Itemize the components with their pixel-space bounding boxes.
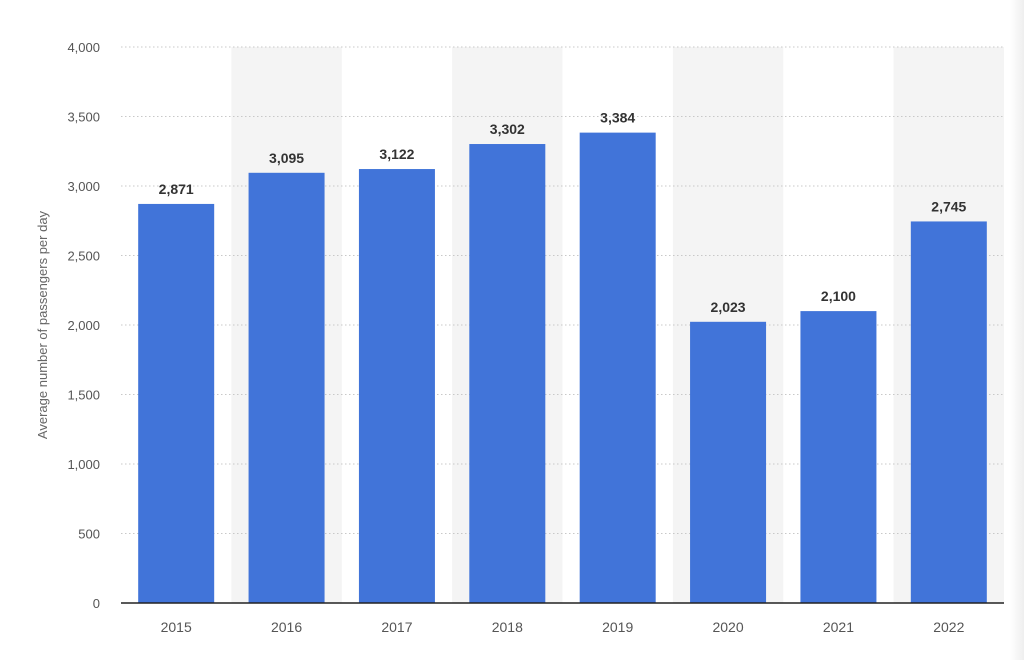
value-label-2021: 2,100 (821, 288, 856, 304)
y-tick-label: 500 (78, 527, 100, 542)
y-axis-title: Average number of passengers per day (35, 210, 50, 439)
bar-2015 (138, 203, 215, 603)
gridlines (121, 46, 1004, 534)
y-tick-label: 3,500 (67, 110, 100, 125)
y-axis-ticks: 0 500 1,000 1,500 2,000 2,500 3,000 3,500 4,000 (67, 40, 100, 611)
bar-2019 (579, 132, 656, 603)
value-label-2019: 3,384 (600, 110, 635, 126)
value-labels: 2,871 3,095 3,122 3,302 3,384 2,023 2,100 2,745 (159, 110, 967, 315)
y-tick-label: 1,500 (67, 388, 100, 403)
y-tick-label: 2,000 (67, 318, 100, 333)
x-tick-label-2020: 2020 (712, 619, 743, 635)
y-tick-label: 4,000 (67, 40, 100, 55)
value-label-2016: 3,095 (269, 150, 304, 166)
y-tick-label: 2,500 (67, 249, 100, 264)
x-tick-label-2022: 2022 (933, 619, 964, 635)
bar-2016 (248, 172, 325, 604)
value-label-2017: 3,122 (379, 146, 414, 162)
bar-2022 (910, 221, 987, 603)
x-tick-label-2021: 2021 (823, 619, 854, 635)
x-tick-label-2015: 2015 (161, 619, 192, 635)
x-axis-ticks: 2015 2016 2017 2018 2019 2020 2021 2022 (161, 619, 965, 635)
x-tick-label-2016: 2016 (271, 619, 302, 635)
y-tick-label: 3,000 (67, 179, 100, 194)
right-edge-shadow (1010, 0, 1024, 660)
value-label-2015: 2,871 (159, 181, 194, 197)
bar-2017 (358, 169, 435, 604)
y-tick-label: 0 (93, 596, 100, 611)
x-tick-label-2019: 2019 (602, 619, 633, 635)
y-tick-label: 1,000 (67, 457, 100, 472)
x-tick-label-2017: 2017 (381, 619, 412, 635)
bar-2021 (800, 311, 877, 603)
value-label-2020: 2,023 (711, 299, 746, 315)
bar-2020 (690, 321, 767, 603)
bars (138, 132, 987, 604)
value-label-2022: 2,745 (931, 198, 966, 214)
x-tick-label-2018: 2018 (492, 619, 523, 635)
bar-2018 (469, 144, 546, 603)
value-label-2018: 3,302 (490, 121, 525, 137)
